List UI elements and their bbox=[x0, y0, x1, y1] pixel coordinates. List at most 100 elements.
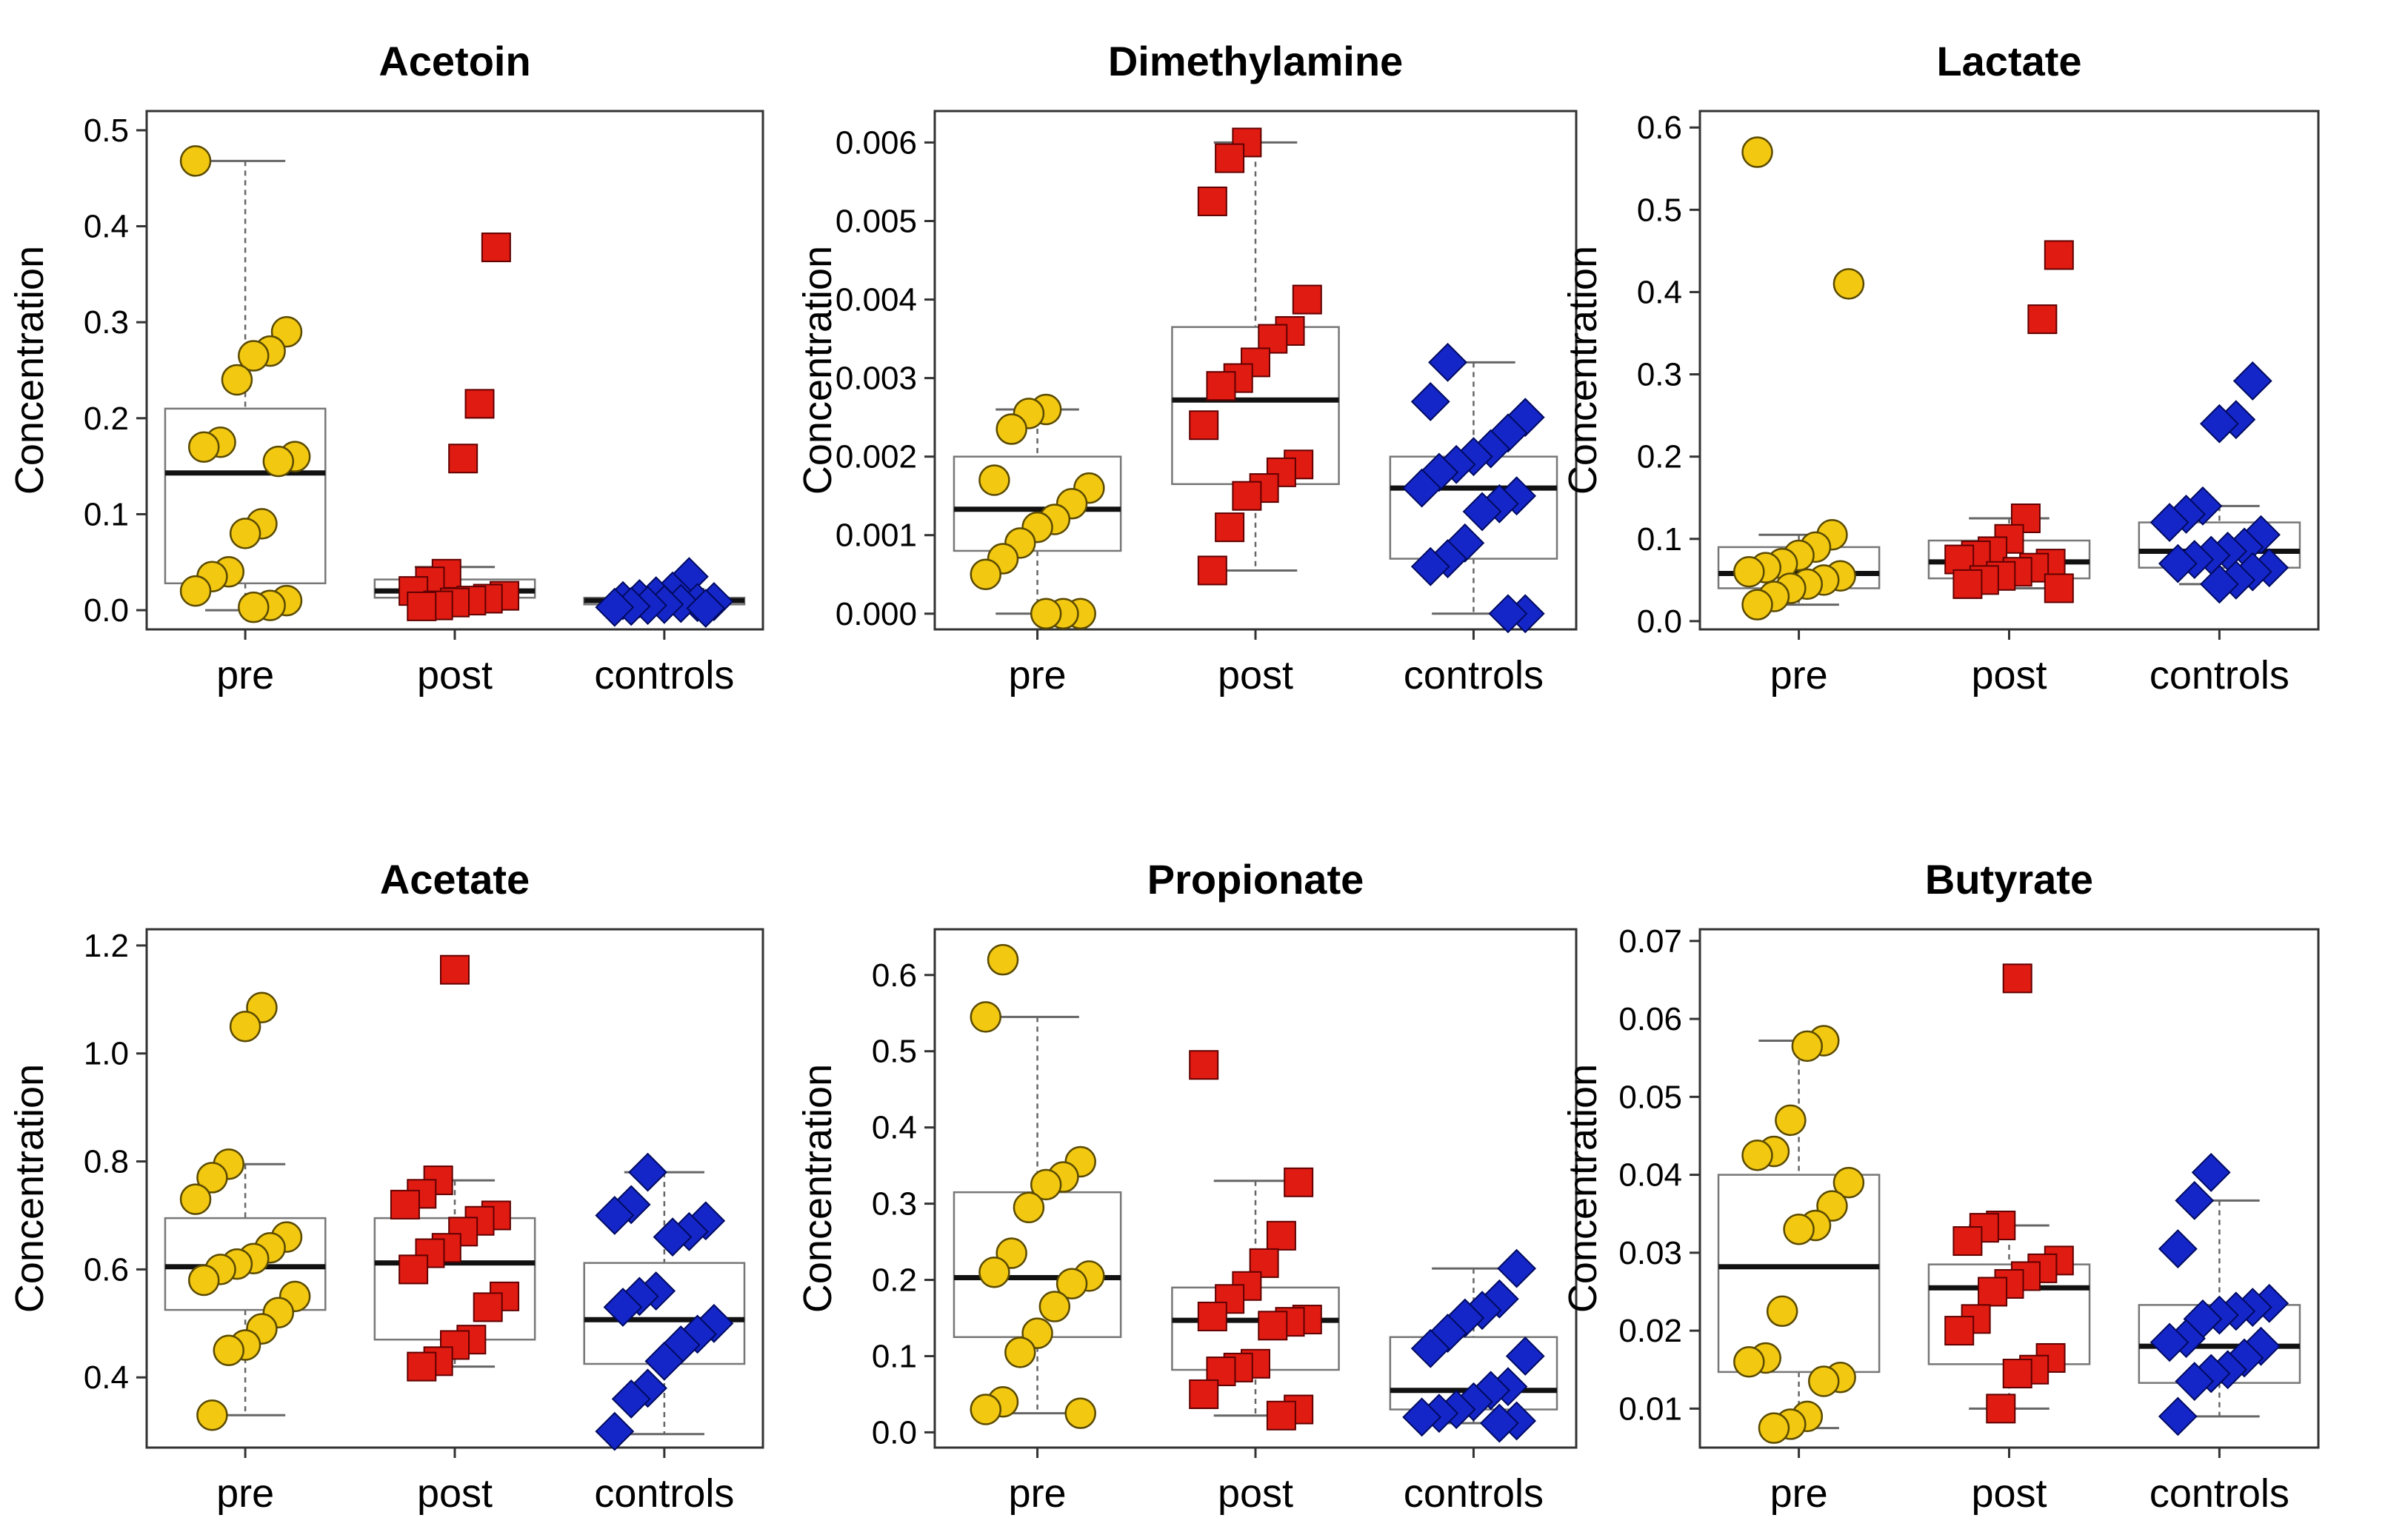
data-point bbox=[398, 1254, 429, 1285]
data-point bbox=[595, 1196, 635, 1235]
data-point bbox=[262, 445, 295, 478]
x-tick-label-post: post bbox=[417, 653, 493, 698]
y-tick-label: 0.0 bbox=[872, 1414, 917, 1451]
box-pre bbox=[1717, 1040, 1881, 1430]
data-point bbox=[1064, 1397, 1096, 1429]
data-point bbox=[196, 1162, 228, 1194]
y-tick-label: 0.5 bbox=[1637, 192, 1682, 228]
data-point bbox=[1479, 1403, 1519, 1443]
y-tick-label: 0.07 bbox=[1618, 923, 1682, 960]
data-point bbox=[1013, 1191, 1045, 1223]
data-point bbox=[595, 587, 635, 627]
data-point bbox=[187, 431, 220, 463]
y-tick-label: 0.4 bbox=[84, 209, 129, 245]
y-axis-label: Concentration bbox=[7, 246, 52, 495]
data-point bbox=[1197, 1301, 1227, 1331]
data-point bbox=[2232, 361, 2272, 401]
x-tick-label-pre: pre bbox=[216, 1471, 274, 1516]
data-point bbox=[1206, 1357, 1236, 1387]
points-controls bbox=[595, 1152, 734, 1451]
data-point bbox=[1189, 1050, 1219, 1080]
y-tick-label: 0.5 bbox=[872, 1034, 917, 1070]
points-pre bbox=[1733, 136, 1865, 621]
data-point bbox=[187, 1264, 220, 1297]
chart-panel-lactate: Lactate Concentration 0.0 0.1 0.2 0.3 0.4 0.5 0.… bbox=[1561, 38, 2320, 698]
data-point bbox=[415, 1238, 445, 1268]
y-tick-label: 0.4 bbox=[84, 1359, 129, 1396]
data-point bbox=[1410, 382, 1450, 421]
data-point bbox=[2027, 304, 2058, 335]
data-point bbox=[213, 1334, 245, 1366]
data-point bbox=[1030, 598, 1062, 630]
x-tick-label-post: post bbox=[1218, 653, 1293, 698]
data-point bbox=[229, 1011, 261, 1043]
data-point bbox=[1741, 136, 1773, 168]
data-point bbox=[2158, 1396, 2198, 1436]
points-pre bbox=[179, 145, 311, 623]
points-post bbox=[1944, 240, 2074, 603]
data-point bbox=[1055, 1268, 1088, 1299]
data-point bbox=[1952, 569, 1983, 599]
chart-panel-butyrate: Butyrate Concentration 0.01 0.02 0.03 0.04 0.0… bbox=[1561, 856, 2320, 1516]
data-point bbox=[1189, 410, 1219, 441]
y-tick-label: 0.6 bbox=[872, 957, 917, 994]
x-tick-label-post: post bbox=[417, 1471, 493, 1516]
data-point bbox=[1978, 1277, 2008, 1307]
chart-panel-acetoin: Acetoin Concentration 0.0 0.1 0.2 0.3 0.4 0.5 pr… bbox=[7, 38, 764, 698]
data-point bbox=[440, 954, 470, 985]
data-point bbox=[2149, 1322, 2189, 1362]
data-point bbox=[1292, 284, 1322, 315]
data-point bbox=[1284, 1167, 1314, 1197]
iqr-box bbox=[164, 407, 327, 585]
data-point bbox=[1232, 481, 1262, 511]
chart-title: Butyrate bbox=[1925, 856, 2093, 903]
data-point bbox=[1410, 1328, 1450, 1368]
x-tick-label-post: post bbox=[1218, 1471, 1293, 1516]
data-point bbox=[970, 558, 1002, 591]
iqr-box bbox=[1717, 1174, 1881, 1374]
data-point bbox=[2158, 543, 2198, 583]
data-point bbox=[2044, 573, 2074, 603]
y-tick-label: 0.06 bbox=[1618, 1001, 1682, 1037]
data-point bbox=[1758, 1412, 1790, 1444]
data-point bbox=[1266, 1220, 1296, 1251]
data-point bbox=[970, 1001, 1002, 1033]
data-point bbox=[995, 413, 1027, 445]
data-point bbox=[611, 1379, 651, 1419]
data-point bbox=[1832, 1166, 1865, 1199]
y-tick-label: 0.005 bbox=[836, 203, 917, 239]
points-controls bbox=[2149, 1153, 2289, 1436]
data-point bbox=[2175, 1362, 2215, 1401]
data-point bbox=[1944, 1316, 1975, 1346]
data-point bbox=[1428, 342, 1467, 382]
y-tick-label: 0.1 bbox=[84, 496, 129, 532]
data-point bbox=[1215, 512, 1245, 543]
data-point bbox=[1783, 1214, 1815, 1245]
data-point bbox=[653, 1217, 693, 1257]
points-post bbox=[1189, 127, 1322, 586]
data-point bbox=[644, 1341, 684, 1381]
data-point bbox=[603, 1288, 643, 1327]
chart-title: Dimethylamine bbox=[1108, 38, 1403, 84]
data-point bbox=[2158, 1229, 2198, 1268]
y-tick-label: 0.6 bbox=[84, 1251, 129, 1288]
data-point bbox=[1741, 1140, 1773, 1171]
data-point bbox=[2199, 404, 2239, 444]
points-pre bbox=[970, 943, 1105, 1429]
chart-panel-propionate: Propionate Concentration 0.0 0.1 0.2 0.3 0.4 0.… bbox=[796, 856, 1578, 1516]
chart-panel-dimethylamine: Dimethylamine Concentration 0.000 0.001 0.00… bbox=[796, 38, 1578, 698]
y-tick-label: 0.02 bbox=[1618, 1313, 1682, 1349]
data-point bbox=[448, 444, 478, 474]
points-post bbox=[398, 233, 520, 621]
points-post bbox=[1189, 1050, 1322, 1431]
data-point bbox=[1266, 1400, 1296, 1431]
y-axis-label: Concentration bbox=[7, 1064, 52, 1313]
data-point bbox=[464, 389, 495, 419]
data-point bbox=[2044, 240, 2074, 270]
points-pre bbox=[970, 393, 1105, 630]
y-tick-label: 0.006 bbox=[836, 124, 917, 161]
data-point bbox=[1488, 594, 1528, 634]
data-point bbox=[1206, 371, 1236, 401]
y-tick-label: 0.1 bbox=[872, 1338, 917, 1374]
